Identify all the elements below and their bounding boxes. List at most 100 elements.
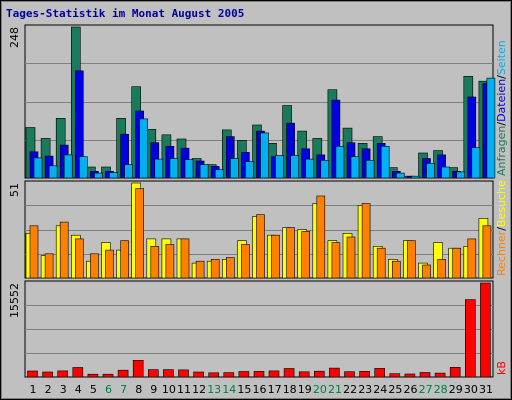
bar-seiten-day-30 — [471, 147, 481, 179]
legend-item: / — [495, 75, 508, 79]
x-tick-label: 20 — [313, 383, 327, 396]
bar-seiten-day-5 — [94, 172, 103, 179]
bar-rechner-day-29 — [452, 247, 462, 279]
bar-seiten-day-22 — [350, 156, 360, 179]
bar-kb-day-29 — [449, 366, 461, 378]
bar-seiten-day-9 — [154, 158, 164, 179]
x-tick-label: 21 — [328, 383, 342, 396]
x-tick-label: 24 — [373, 383, 387, 396]
chart-title: Tages-Statistik im Monat August 2005 — [6, 7, 244, 20]
bar-rechner-day-9 — [150, 246, 160, 279]
x-tick-label: 18 — [283, 383, 297, 396]
x-tick-label: 7 — [120, 383, 127, 396]
bar-kb-day-18 — [283, 368, 295, 378]
bar-rechner-day-25 — [391, 260, 401, 279]
x-tick-label: 10 — [162, 383, 176, 396]
x-tick-label: 6 — [105, 383, 112, 396]
y-axis-max-label: 248 — [8, 27, 21, 48]
x-tick-label: 1 — [30, 383, 37, 396]
bar-rechner-day-13 — [210, 259, 220, 279]
bar-kb-day-14 — [223, 372, 235, 378]
bar-rechner-day-31 — [482, 225, 492, 279]
bar-kb-day-31 — [480, 282, 491, 378]
bar-rechner-day-11 — [180, 238, 190, 279]
x-tick-label: 22 — [343, 383, 357, 396]
series-kb — [27, 282, 491, 378]
bar-kb-day-4 — [72, 367, 84, 378]
bar-seiten-day-26 — [411, 175, 420, 179]
x-tick-label: 29 — [449, 383, 463, 396]
bar-seiten-day-3 — [63, 154, 73, 179]
bar-kb-day-7 — [117, 369, 129, 378]
bar-rechner-day-27 — [422, 264, 431, 279]
bar-rechner-day-2 — [44, 253, 54, 279]
legend-requests: Anfragen/Dateien/Seiten — [495, 40, 508, 176]
x-tick-label: 4 — [75, 383, 82, 396]
bar-kb-day-15 — [238, 371, 250, 378]
bar-rechner-day-14 — [226, 257, 235, 279]
bar-kb-day-6 — [102, 373, 114, 378]
bar-kb-day-24 — [374, 368, 386, 378]
bar-kb-day-26 — [404, 373, 416, 378]
bar-kb-day-8 — [132, 359, 144, 378]
bar-seiten-day-2 — [48, 165, 58, 179]
bar-seiten-day-11 — [184, 159, 194, 179]
legend-item: Besuche — [495, 180, 508, 227]
legend-kb: kB — [495, 361, 508, 375]
x-tick-label: 17 — [268, 383, 282, 396]
bar-rechner-day-3 — [59, 221, 69, 279]
series-seiten — [33, 77, 496, 179]
panel-visits: 51 Rechner/Besuche — [8, 180, 508, 279]
bar-seiten-day-21 — [335, 146, 345, 179]
legend-item: Dateien — [495, 79, 508, 122]
x-tick-label: 11 — [177, 383, 191, 396]
bar-kb-day-17 — [268, 370, 280, 378]
bar-rechner-day-18 — [286, 227, 295, 279]
bar-rechner-day-8 — [135, 188, 144, 279]
bar-rechner-day-10 — [165, 244, 175, 279]
bar-kb-day-30 — [464, 299, 476, 378]
bar-seiten-day-6 — [109, 172, 118, 179]
bar-kb-day-12 — [193, 371, 204, 378]
bar-kb-day-19 — [298, 371, 310, 378]
bar-kb-day-2 — [42, 371, 53, 378]
bar-kb-day-25 — [389, 373, 401, 378]
legend-item: Rechner — [495, 230, 508, 276]
x-tick-label: 9 — [150, 383, 157, 396]
bar-rechner-day-30 — [467, 238, 477, 279]
bar-seiten-day-17 — [275, 155, 284, 179]
chart-panels: 248 Anfragen/Dateien/Seiten 51Rechner/Besu… — [8, 24, 508, 378]
bar-kb-day-21 — [329, 367, 340, 378]
bar-seiten-day-4 — [79, 156, 88, 179]
legend-item: Anfragen — [495, 126, 508, 176]
bar-kb-day-3 — [57, 370, 69, 378]
bar-kb-day-20 — [313, 370, 325, 378]
bar-seiten-day-27 — [426, 163, 435, 179]
bar-kb-day-5 — [87, 373, 99, 378]
bar-kb-day-1 — [27, 370, 38, 378]
bar-rechner-day-28 — [437, 259, 446, 279]
bar-kb-day-10 — [163, 369, 174, 378]
bar-kb-day-9 — [148, 369, 159, 378]
legend-item: / — [495, 122, 508, 126]
x-tick-label: 27 — [419, 383, 433, 396]
bar-kb-day-28 — [434, 372, 446, 378]
x-tick-label: 31 — [479, 383, 493, 396]
x-tick-label: 19 — [298, 383, 312, 396]
bar-seiten-day-28 — [441, 166, 450, 179]
bar-rechner-day-22 — [346, 236, 356, 279]
bar-rechner-day-1 — [29, 225, 39, 279]
bar-rechner-day-5 — [90, 253, 99, 279]
bar-seiten-day-25 — [395, 172, 405, 179]
x-tick-label: 3 — [60, 383, 67, 396]
x-tick-label: 15 — [237, 383, 251, 396]
series-rechner — [29, 188, 492, 279]
bar-kb-day-23 — [359, 370, 370, 378]
x-tick-label: 28 — [434, 383, 448, 396]
bar-kb-day-11 — [178, 369, 189, 378]
x-tick-label: 8 — [135, 383, 142, 396]
x-axis-ticks: 1 2 3 4 5 6 7 8 9 10 11 12 13 14 15 16 17 18 19 20 21 22 23 24 2… — [30, 383, 494, 396]
bar-rechner-day-6 — [105, 249, 114, 279]
bar-seiten-day-15 — [245, 161, 254, 179]
